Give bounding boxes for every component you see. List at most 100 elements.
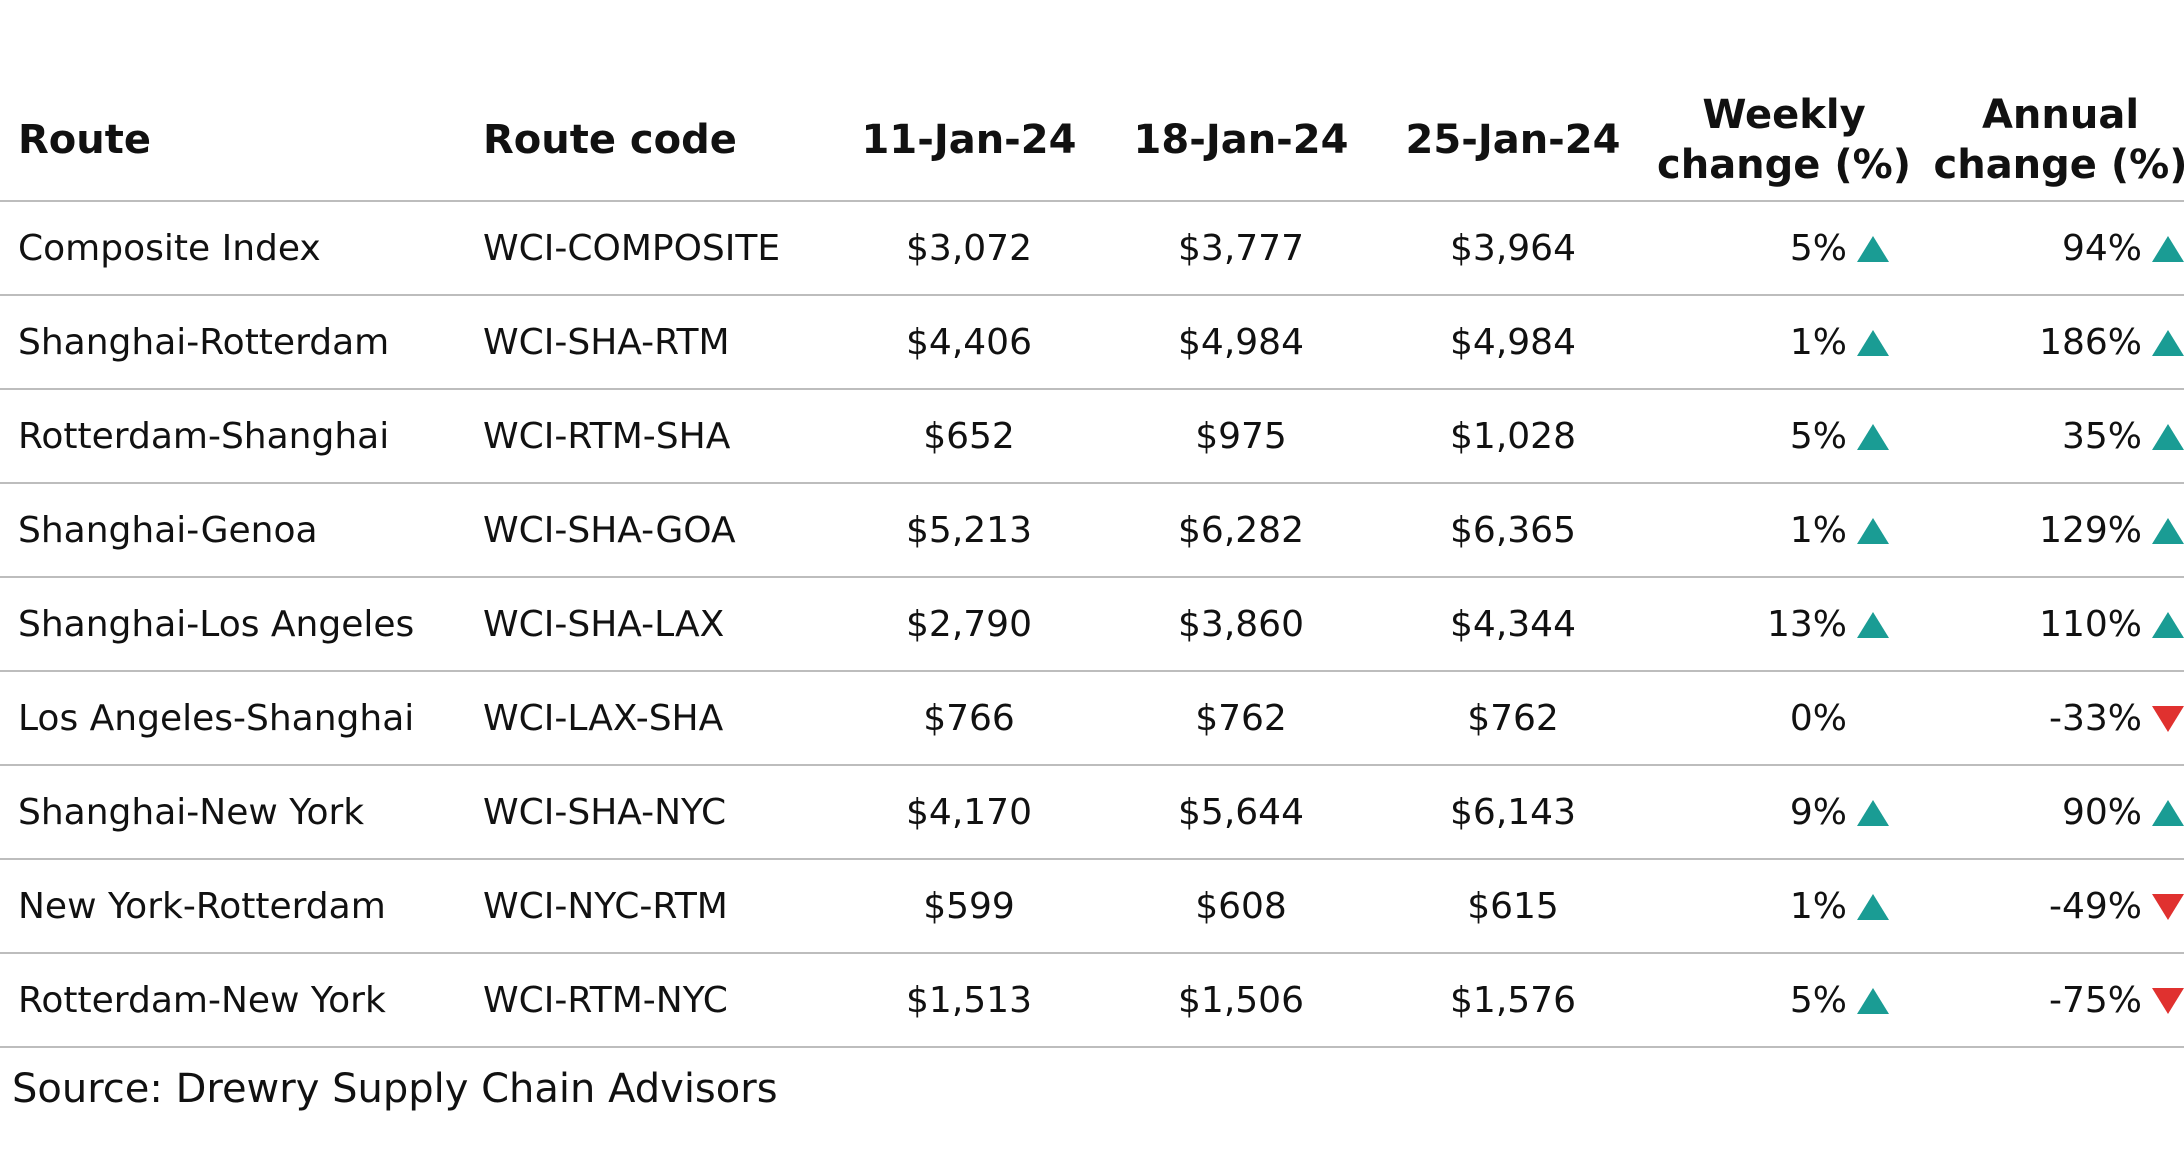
rate-date-2-cell: $762 [1105,671,1377,766]
table-row: Shanghai-Genoa WCI-SHA-GOA $5,213 $6,282 $6,… [0,483,2184,578]
weekly-change-cell-value: 13% [1766,604,1847,646]
rate-date-1-cell: $4,406 [833,295,1105,390]
route-code-cell: WCI-COMPOSITE [483,201,833,296]
weekly-change-cell-content: 1% [1790,509,1889,551]
annual-change-cell: 35% [1919,389,2184,484]
annual-change-cell: 129% [1919,483,2184,578]
weekly-change-cell-value: 1% [1789,322,1847,364]
annual-change-cell-value: -33% [2048,698,2142,740]
weekly-change-cell: 9% [1649,765,1919,860]
weekly-change-cell-content: 5% [1789,415,1889,458]
annual-change-cell-content: 129% [2039,509,2184,552]
rate-date-3-cell: $3,964 [1377,201,1649,296]
table-row: Shanghai-Los Angeles WCI-SHA-LAX $2,790 $3,… [0,577,2184,672]
header-weekly-change: Weekly change (%) [1649,80,1919,202]
table-row: New York-Rotterdam WCI-NYC-RTM $599 $608 $61… [0,859,2184,954]
route-name-cell: Shanghai-Rotterdam [0,295,483,390]
annual-change-cell: -49% [1919,859,2184,954]
route-name-cell: New York-Rotterdam [0,859,483,954]
rate-date-2-cell: $3,777 [1105,201,1377,296]
annual-change-cell: -75% [1919,953,2184,1048]
triangle-up-icon [2152,329,2184,356]
weekly-change-cell-content: 1% [1789,885,1889,928]
rate-date-3-cell: $4,344 [1377,577,1649,672]
weekly-change-cell: 0% [1649,671,1919,766]
source-note: Source: Drewry Supply Chain Advisors [12,1066,778,1112]
rate-date-1-cell: $652 [833,389,1105,484]
annual-change-cell-content: -75% [2049,979,2184,1021]
route-code-cell: WCI-RTM-SHA [483,389,833,484]
annual-change-cell-value: 90% [2061,792,2142,834]
header-annual-line1: Annual [1981,92,2140,138]
header-date-3: 25-Jan-24 [1377,80,1649,202]
route-code-cell: WCI-RTM-NYC [483,953,833,1048]
annual-change-cell-value: -49% [2048,886,2142,928]
weekly-change-cell-value: 0% [1789,698,1847,740]
annual-change-cell-content: 186% [2039,321,2184,363]
annual-change-cell-content: -33% [2048,697,2184,740]
rate-date-1-cell: $3,072 [833,201,1105,296]
rate-date-2-cell: $4,984 [1105,295,1377,390]
annual-change-cell: 186% [1919,295,2184,390]
triangle-up-icon [1857,517,1889,544]
triangle-up-icon [1857,893,1889,920]
header-date-1: 11-Jan-24 [833,80,1105,202]
rate-date-2-cell: $6,282 [1105,483,1377,578]
weekly-change-cell-value: 5% [1789,228,1847,270]
table-row: Shanghai-New York WCI-SHA-NYC $4,170 $5,644… [0,765,2184,860]
route-name-cell: Composite Index [0,201,483,296]
rate-date-2-cell: $1,506 [1105,953,1377,1048]
route-name-cell: Los Angeles-Shanghai [0,671,483,766]
weekly-change-cell-content: 5% [1789,227,1889,270]
annual-change-cell-content: -49% [2048,885,2184,928]
rate-date-3-cell: $615 [1377,859,1649,954]
route-name-cell: Rotterdam-New York [0,953,483,1048]
weekly-change-cell-value: 5% [1789,416,1847,458]
rate-date-3-cell: $6,143 [1377,765,1649,860]
route-code-cell: WCI-SHA-LAX [483,577,833,672]
annual-change-cell-value: 35% [2061,416,2142,458]
header-annual-change: Annual change (%) [1919,80,2184,202]
table-row: Rotterdam-Shanghai WCI-RTM-SHA $652 $975 $1,… [0,389,2184,484]
weekly-change-cell-content: 0% [1789,697,1889,740]
triangle-up-icon [1857,611,1889,638]
annual-change-cell-content: 110% [2039,603,2184,646]
header-row: Route Route code 11-Jan-24 18-Jan-24 25-… [0,80,2184,202]
table-header: Route Route code 11-Jan-24 18-Jan-24 25-… [0,80,2184,202]
annual-change-cell-value: 110% [2039,604,2142,646]
rate-date-2-cell: $3,860 [1105,577,1377,672]
rate-date-3-cell: $1,576 [1377,953,1649,1048]
weekly-change-cell-content: 13% [1766,603,1889,646]
triangle-up-icon [1857,423,1889,450]
triangle-up-icon [1857,799,1889,826]
rate-date-1-cell: $599 [833,859,1105,954]
route-name-cell: Shanghai-Genoa [0,483,483,578]
rate-date-3-cell: $1,028 [1377,389,1649,484]
rate-date-1-cell: $766 [833,671,1105,766]
header-weekly-line2: change (%) [1657,142,1911,188]
weekly-change-cell: 13% [1649,577,1919,672]
triangle-up-icon [2152,611,2184,638]
weekly-change-cell-content: 9% [1790,791,1889,833]
triangle-down-icon [2152,705,2184,732]
triangle-down-icon [2152,893,2184,920]
rate-date-1-cell: $4,170 [833,765,1105,860]
annual-change-cell-content: 90% [2061,791,2184,834]
freight-rate-table-container: Route Route code 11-Jan-24 18-Jan-24 25-… [0,80,2184,1048]
weekly-change-cell: 1% [1649,483,1919,578]
rate-date-1-cell: $2,790 [833,577,1105,672]
route-name-cell: Shanghai-Los Angeles [0,577,483,672]
no-change-spacer [1857,706,1889,732]
weekly-change-cell-value: 1% [1789,886,1847,928]
annual-change-cell: 90% [1919,765,2184,860]
header-annual-line2: change (%) [1933,142,2184,188]
annual-change-cell-content: 94% [2062,227,2184,269]
annual-change-cell: -33% [1919,671,2184,766]
annual-change-cell-value: 129% [2039,510,2142,552]
weekly-change-cell: 1% [1649,295,1919,390]
freight-rate-table: Route Route code 11-Jan-24 18-Jan-24 25-… [0,80,2184,1048]
weekly-change-cell: 1% [1649,859,1919,954]
triangle-up-icon [1857,987,1889,1014]
table-row: Composite Index WCI-COMPOSITE $3,072 $3,777… [0,201,2184,296]
route-code-cell: WCI-SHA-GOA [483,483,833,578]
